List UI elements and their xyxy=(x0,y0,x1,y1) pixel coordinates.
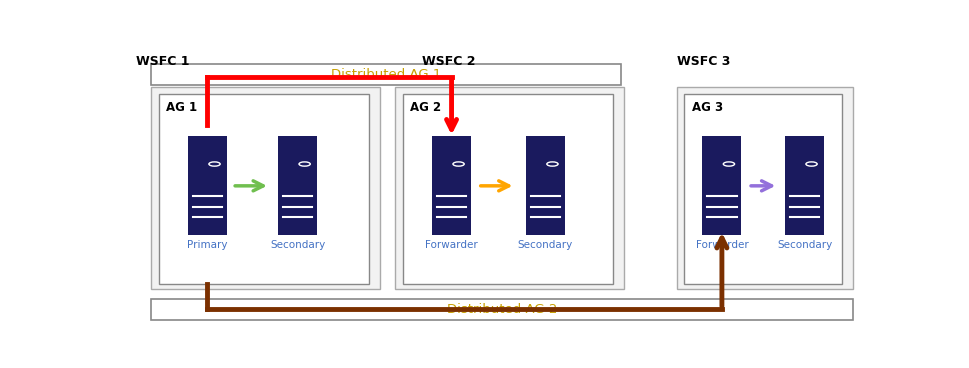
FancyBboxPatch shape xyxy=(403,94,613,284)
FancyBboxPatch shape xyxy=(278,136,317,236)
Text: WSFC 3: WSFC 3 xyxy=(676,56,731,68)
Text: Distributed AG 1: Distributed AG 1 xyxy=(330,68,441,81)
FancyBboxPatch shape xyxy=(188,136,227,236)
Text: WSFC 1: WSFC 1 xyxy=(136,56,190,68)
Text: Secondary: Secondary xyxy=(270,240,326,250)
FancyBboxPatch shape xyxy=(676,87,854,289)
Text: AG 2: AG 2 xyxy=(410,101,441,114)
FancyBboxPatch shape xyxy=(151,87,380,289)
FancyBboxPatch shape xyxy=(526,136,565,236)
Text: Secondary: Secondary xyxy=(517,240,573,250)
Text: Primary: Primary xyxy=(187,240,228,250)
FancyBboxPatch shape xyxy=(159,94,369,284)
FancyBboxPatch shape xyxy=(151,299,854,321)
Text: AG 3: AG 3 xyxy=(692,101,723,114)
Text: WSFC 2: WSFC 2 xyxy=(422,56,475,68)
Text: Forwarder: Forwarder xyxy=(425,240,478,250)
FancyBboxPatch shape xyxy=(785,136,824,236)
FancyBboxPatch shape xyxy=(684,94,842,284)
Text: Secondary: Secondary xyxy=(777,240,832,250)
FancyBboxPatch shape xyxy=(432,136,471,236)
Text: AG 1: AG 1 xyxy=(167,101,198,114)
Text: Distributed AG 2: Distributed AG 2 xyxy=(447,303,557,316)
FancyBboxPatch shape xyxy=(703,136,741,236)
FancyBboxPatch shape xyxy=(395,87,624,289)
Text: Forwarder: Forwarder xyxy=(696,240,748,250)
FancyBboxPatch shape xyxy=(151,64,620,85)
